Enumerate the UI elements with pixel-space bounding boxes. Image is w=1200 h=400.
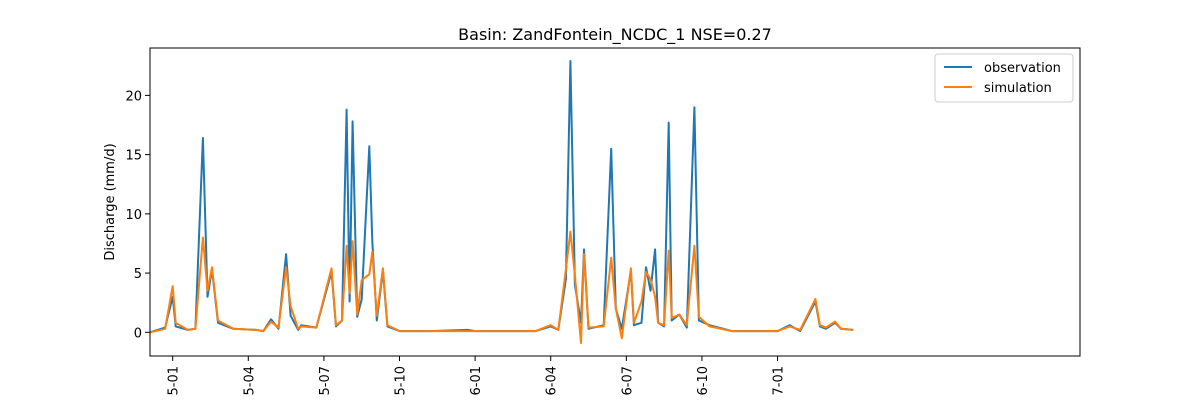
y-tick-label: 0 — [134, 326, 142, 341]
series-layer — [149, 60, 854, 344]
x-axis-ticks: 5-01 5-04 5-07 5-10 6-01 6-04 6-07 6-10 7-01 — [167, 356, 787, 396]
chart-title: Basin: ZandFontein_NCDC_1 NSE=0.27 — [458, 25, 772, 45]
y-tick-label: 20 — [125, 89, 142, 104]
x-tick-label: 7-01 — [772, 366, 787, 396]
x-tick-label: 5-10 — [394, 366, 409, 396]
y-axis-ticks: 0 5 10 15 20 — [125, 89, 150, 341]
series-line-observation — [149, 60, 854, 334]
y-tick-label: 10 — [125, 208, 142, 223]
y-axis-label: Discharge (mm/d) — [103, 143, 118, 260]
legend: observation simulation — [934, 53, 1074, 103]
x-tick-label: 5-01 — [167, 366, 182, 396]
x-tick-label: 6-01 — [469, 366, 484, 396]
x-tick-label: 5-07 — [318, 366, 333, 396]
plot-frame — [149, 47, 1081, 357]
legend-label-simulation: simulation — [984, 81, 1052, 96]
x-tick-label: 5-04 — [242, 366, 257, 396]
x-tick-label: 6-10 — [696, 366, 711, 396]
legend-label-observation: observation — [984, 61, 1061, 76]
x-tick-label: 6-07 — [620, 366, 635, 396]
y-tick-label: 5 — [134, 267, 142, 282]
y-tick-label: 15 — [125, 149, 142, 164]
x-tick-label: 6-04 — [545, 366, 560, 396]
series-line-simulation — [149, 230, 854, 344]
